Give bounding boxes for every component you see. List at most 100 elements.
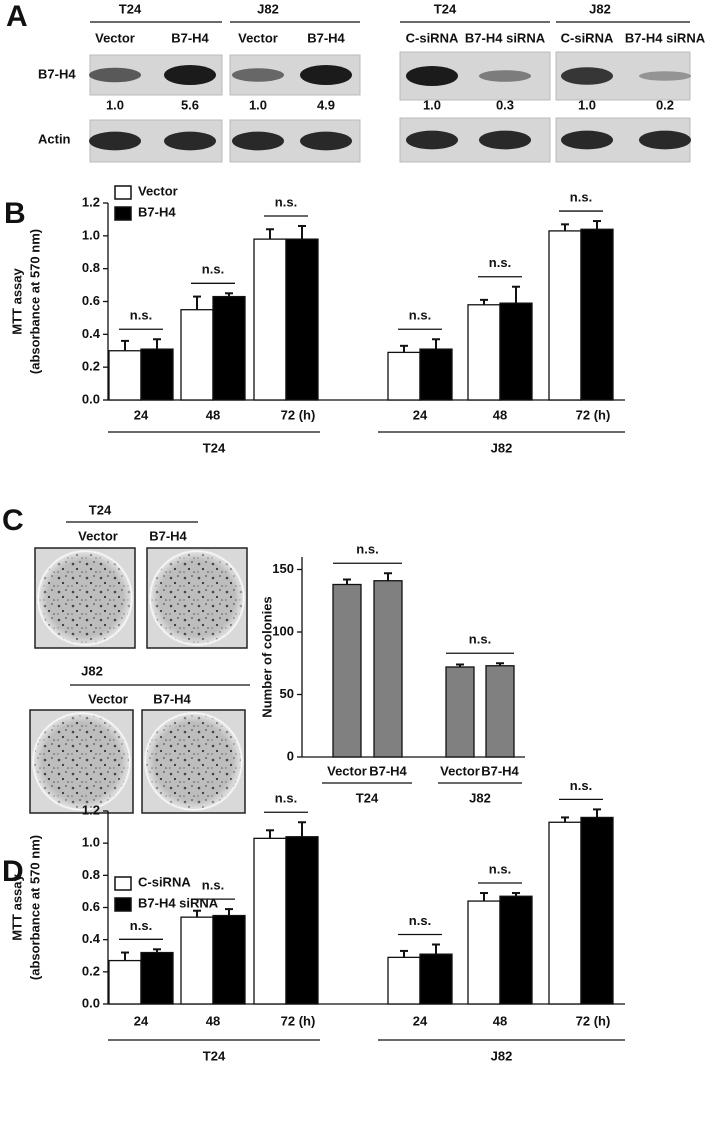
x-tick-label: 72 (h) (281, 1013, 316, 1028)
y-tick-label: 1.0 (82, 835, 100, 850)
blot-band (232, 68, 284, 82)
blot-lane-label: B7-H4 siRNA (625, 30, 706, 45)
blot-quant: 1.0 (249, 97, 267, 112)
blot-quant: 0.2 (656, 97, 674, 112)
bar (548, 230, 582, 401)
bar (140, 348, 174, 401)
colony-group-title: T24 (89, 502, 112, 517)
significance-label: n.s. (130, 308, 152, 323)
x-tick-label: Vector (327, 763, 367, 778)
y-axis-sublabel: (absorbance at 570 nm) (27, 229, 42, 374)
bar (387, 351, 421, 401)
x-tick-label: 48 (493, 1013, 507, 1028)
y-tick-label: 0.6 (82, 293, 100, 308)
significance-label: n.s. (275, 194, 297, 209)
panel-label: C (2, 504, 24, 537)
y-tick-label: 0.6 (82, 899, 100, 914)
blot-lane-label: B7-H4 siRNA (465, 30, 546, 45)
blot-quant: 4.9 (317, 97, 335, 112)
x-tick-label: 48 (206, 407, 220, 422)
bar (212, 295, 246, 401)
y-tick-label: 0.4 (82, 931, 101, 946)
blot-lane-label: C-siRNA (561, 30, 614, 45)
colony-lane-label: Vector (88, 691, 128, 706)
significance-label: n.s. (469, 632, 491, 647)
bar (467, 304, 501, 401)
panel-label: B (4, 197, 26, 230)
y-tick-label: 100 (272, 623, 294, 638)
y-tick-label: 50 (280, 686, 294, 701)
y-tick-label: 0.8 (82, 867, 100, 882)
bar (467, 900, 501, 1005)
y-tick-label: 0.8 (82, 260, 100, 275)
x-tick-label: 48 (206, 1013, 220, 1028)
bar (253, 238, 287, 401)
x-tick-label: 72 (h) (281, 407, 316, 422)
significance-label: n.s. (570, 778, 592, 793)
bar (140, 951, 174, 1005)
x-tick-label: 48 (493, 407, 507, 422)
blot-lane-label: Vector (95, 30, 135, 45)
bar (332, 583, 362, 758)
blot-group-title: T24 (434, 1, 457, 16)
y-tick-label: 0 (287, 748, 294, 763)
significance-label: n.s. (202, 878, 224, 893)
blot-band (406, 130, 458, 150)
y-axis-sublabel: (absorbance at 570 nm) (27, 835, 42, 980)
legend-swatch (114, 897, 132, 912)
bar (485, 665, 515, 758)
significance-label: n.s. (489, 861, 511, 876)
blot-band (479, 70, 531, 82)
blot-band (300, 131, 352, 151)
bar (285, 836, 319, 1005)
x-tick-label: 24 (413, 1013, 428, 1028)
x-tick-label: Vector (440, 763, 480, 778)
blot-quant: 0.3 (496, 97, 514, 112)
blot-band (164, 131, 216, 151)
bar (499, 895, 533, 1005)
y-tick-label: 0.0 (82, 995, 100, 1010)
y-axis-label: MTT assay (9, 873, 24, 940)
y-axis-label: MTT assay (9, 267, 24, 334)
blot-band (639, 71, 691, 81)
bar (499, 302, 533, 401)
blot-band (89, 67, 141, 83)
blot-band (639, 130, 691, 150)
colony-group-title: J82 (81, 663, 103, 678)
blot-band (164, 65, 216, 85)
blot-lane-label: B7-H4 (307, 30, 345, 45)
y-tick-label: 1.0 (82, 227, 100, 242)
bar (419, 953, 453, 1005)
bar (387, 956, 421, 1005)
bar (108, 959, 142, 1005)
x-tick-label: 72 (h) (576, 1013, 611, 1028)
blot-band (561, 130, 613, 150)
bar (180, 916, 214, 1005)
blot-lane-label: B7-H4 (171, 30, 209, 45)
significance-label: n.s. (356, 542, 378, 557)
blot-band (232, 131, 284, 151)
group-label: J82 (491, 1048, 513, 1063)
group-label: T24 (203, 440, 226, 455)
bar (580, 228, 614, 401)
group-label: J82 (469, 790, 491, 805)
significance-label: n.s. (409, 308, 431, 323)
colony-lane-label: B7-H4 (153, 691, 191, 706)
bar (548, 821, 582, 1005)
plate-rim (150, 551, 244, 645)
colony-lane-label: B7-H4 (149, 528, 187, 543)
y-tick-label: 0.0 (82, 391, 100, 406)
significance-label: n.s. (409, 913, 431, 928)
plate-rim (33, 713, 130, 810)
blot-quant: 1.0 (106, 97, 124, 112)
blot-quant: 1.0 (423, 97, 441, 112)
plate-rim (38, 551, 132, 645)
blot-band (479, 130, 531, 150)
blot-row-label: B7-H4 (38, 66, 76, 81)
x-tick-label: B7-H4 (481, 763, 519, 778)
group-label: J82 (491, 440, 513, 455)
significance-label: n.s. (130, 918, 152, 933)
significance-label: n.s. (489, 255, 511, 270)
